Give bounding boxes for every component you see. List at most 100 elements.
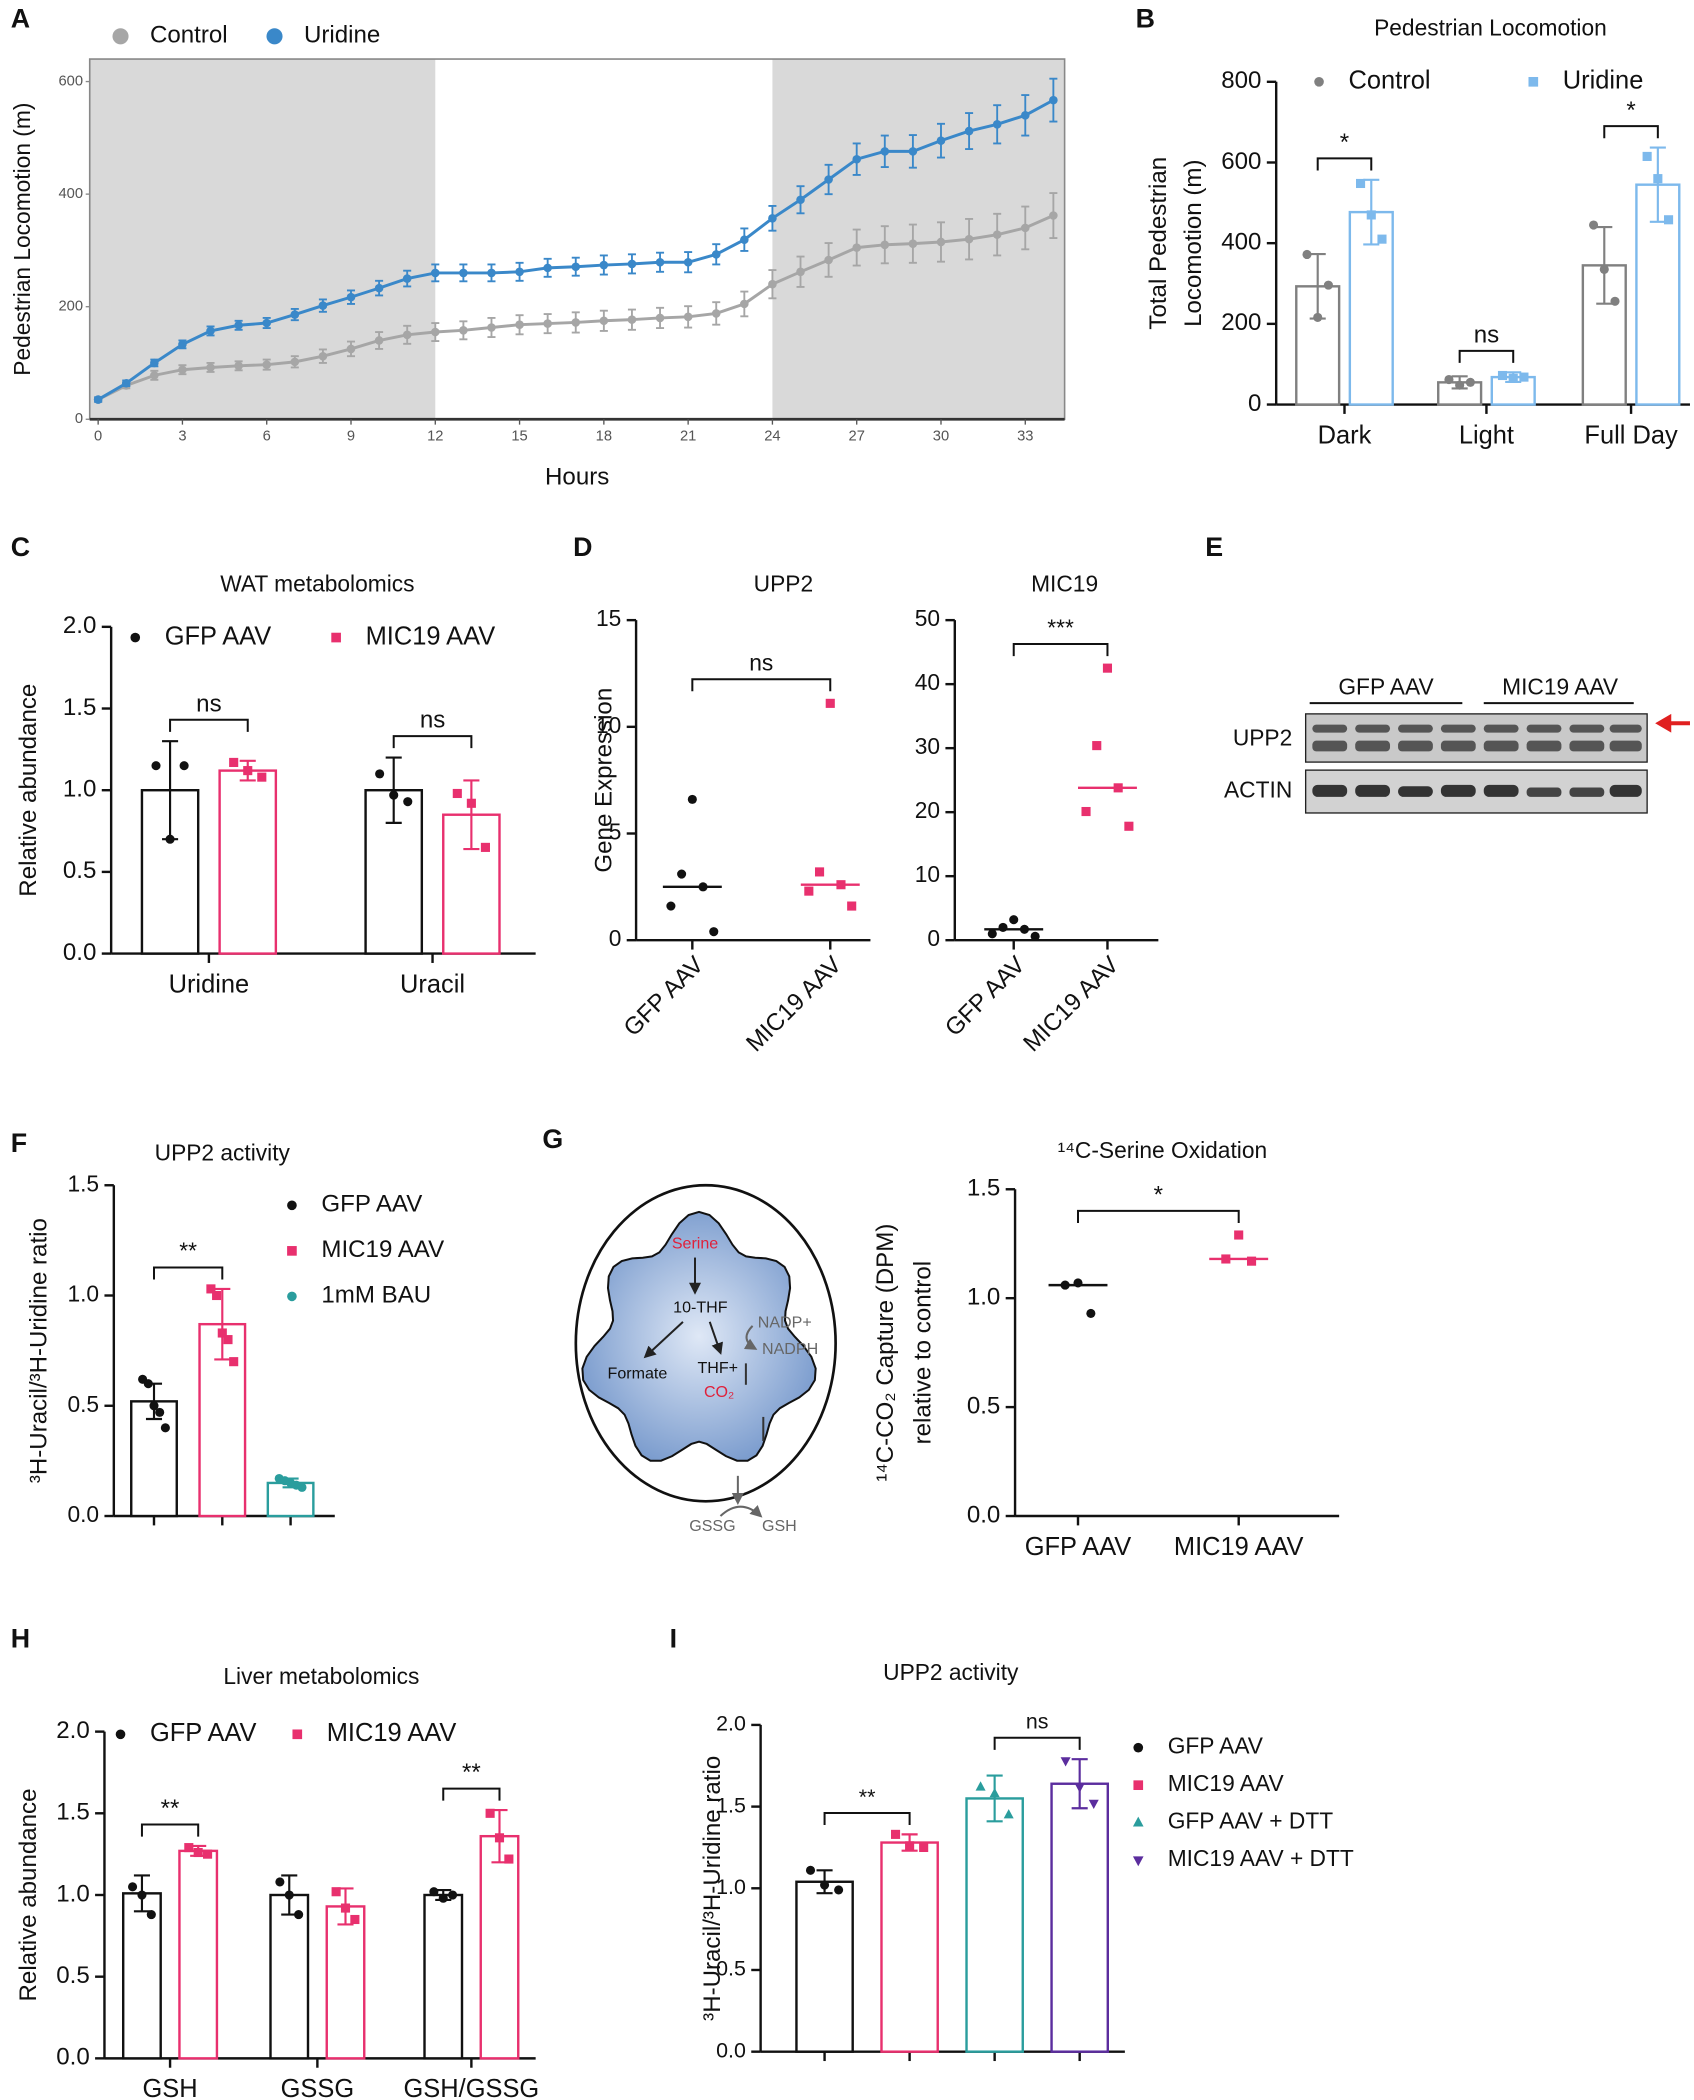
significance-label: * [1626, 97, 1635, 124]
data-point [655, 257, 665, 267]
y-axis-label: Gene Expression [591, 688, 618, 873]
data-point [1030, 931, 1040, 941]
data-point [1073, 1278, 1083, 1288]
x-tick-label: GFP AAV [1025, 1533, 1132, 1561]
data-point [1060, 1280, 1070, 1290]
data-point [677, 869, 687, 879]
y-tick-label: 1.0 [67, 1281, 99, 1307]
data-point [1642, 151, 1652, 161]
data-point [880, 147, 890, 156]
data-point [571, 262, 581, 272]
data-point [1302, 249, 1312, 260]
blot: E GFP AAV MIC19 AAV UPP2 ACTIN [1205, 532, 1690, 814]
x-tick-label: 21 [680, 429, 696, 445]
bar [795, 1880, 854, 2053]
data-point [350, 1914, 360, 1925]
data-point [740, 299, 749, 309]
dark-period [772, 59, 1065, 420]
panel-letter: A [11, 3, 30, 33]
data-point [375, 769, 385, 779]
data-point [1377, 234, 1387, 244]
data-point [1508, 373, 1518, 383]
y-tick-label: 40 [915, 669, 940, 695]
legend-label: MIC19 AAV [321, 1236, 444, 1263]
chart-title: Pedestrian Locomotion [1374, 15, 1607, 41]
error-bar [986, 1774, 1003, 1823]
data-point [93, 395, 103, 404]
bar [479, 1834, 520, 2060]
data-point [402, 330, 412, 340]
diagram-label: CO₂ [704, 1383, 734, 1401]
data-point [1221, 1254, 1231, 1264]
panel-letter: F [11, 1128, 27, 1158]
data-point [165, 834, 175, 844]
data-point [193, 1847, 203, 1858]
x-tick-label: GSH [143, 2075, 198, 2100]
y-tick-label: 0 [1248, 390, 1261, 417]
data-point [229, 1357, 239, 1367]
bar [423, 1893, 464, 2060]
data-point [128, 1882, 138, 1892]
data-point [403, 797, 413, 807]
y-tick-label: 2.0 [63, 612, 97, 639]
data-point [975, 1781, 986, 1791]
x-tick-label: 33 [1017, 429, 1033, 445]
y-tick-label: 0.5 [63, 857, 97, 884]
band-label: ACTIN [1224, 777, 1292, 803]
data-point [203, 1849, 213, 1859]
data-point [515, 267, 524, 277]
data-point [294, 1910, 304, 1920]
y-tick-label: 50 [915, 605, 940, 631]
arrow-head [1655, 713, 1672, 733]
x-tick-label: 27 [849, 429, 865, 445]
data-point [346, 292, 356, 302]
data-point [1589, 220, 1599, 230]
data-point [1610, 296, 1620, 306]
y-tick-label: 0.5 [716, 1957, 746, 1981]
data-point [262, 318, 272, 328]
x-tick-label: Uridine [169, 970, 250, 998]
data-point [852, 154, 861, 164]
data-point [1356, 178, 1366, 189]
y-tick-label: 2.0 [716, 1712, 746, 1736]
significance-bracket [1603, 125, 1659, 139]
legend-marker [1314, 76, 1324, 87]
data-point [543, 319, 552, 328]
data-point [992, 120, 1002, 129]
bar [218, 769, 278, 955]
data-point [262, 360, 272, 369]
data-point [1092, 741, 1102, 751]
data-point [374, 336, 384, 345]
y-tick-label: 200 [1221, 309, 1261, 336]
bar [1490, 375, 1536, 406]
y-tick-label: 400 [1221, 229, 1261, 256]
blot-group-label: MIC19 AAV [1502, 673, 1619, 699]
y-tick-label: 0.0 [56, 2044, 90, 2071]
panel-letter: I [670, 1624, 677, 1654]
data-point [814, 867, 825, 877]
y-tick-label: 1.5 [63, 694, 97, 721]
data-point [880, 240, 890, 250]
x-tick-label: 3 [178, 429, 186, 445]
data-point [936, 136, 946, 145]
arrow [643, 1321, 684, 1359]
y-tick-label: 600 [58, 73, 83, 89]
x-tick-label: Light [1459, 421, 1514, 449]
data-point [768, 214, 777, 223]
data-point [229, 757, 239, 767]
significance-label: ns [749, 650, 773, 676]
data-point [711, 309, 721, 318]
x-tick-label: 15 [511, 429, 527, 445]
significance-label: ns [420, 707, 445, 734]
x-tick-label: 12 [427, 429, 443, 445]
data-point [627, 315, 637, 324]
significance-bracket [1316, 157, 1373, 171]
data-point [711, 250, 721, 259]
data-point [515, 320, 524, 329]
data-point [852, 243, 861, 252]
data-point [740, 235, 749, 245]
data-point [234, 320, 243, 330]
data-point [452, 788, 462, 799]
data-point [847, 901, 857, 911]
x-tick-label: Dark [1318, 421, 1372, 449]
